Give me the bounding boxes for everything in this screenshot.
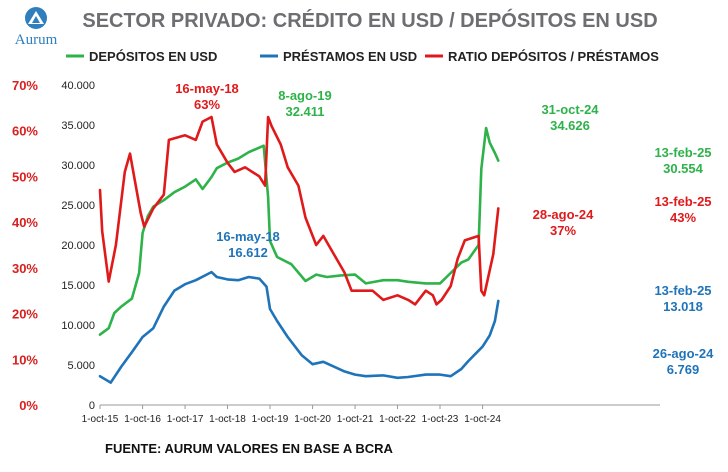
series-line-depositos: [98, 126, 500, 336]
annotation-date: 31-oct-24: [541, 102, 599, 117]
y-right-tick-label: 5.000: [67, 360, 95, 372]
x-tick-label: 1-oct-21: [337, 414, 374, 425]
x-tick-label: 1-oct-17: [167, 414, 204, 425]
annotation-date: 8-ago-19: [278, 88, 331, 103]
y-right-tick-label: 10.000: [61, 320, 95, 332]
x-tick-label: 1-oct-20: [294, 414, 331, 425]
annotation-value: 32.411: [285, 104, 324, 119]
series-layer: [98, 115, 500, 384]
x-tick-label: 1-oct-24: [464, 414, 501, 425]
source-note: FUENTE: AURUM VALORES EN BASE A BCRA: [105, 441, 394, 456]
y-left-tick-label: 0%: [19, 398, 38, 413]
annotation-value: 37%: [550, 223, 576, 238]
chart-title: SECTOR PRIVADO: CRÉDITO EN USD / DEPÓSIT…: [82, 8, 657, 32]
x-tick-label: 1-oct-19: [252, 414, 289, 425]
aurum-logo-mark: Aurum: [15, 7, 58, 48]
legend-depositos: DEPÓSITOS EN USD: [89, 49, 217, 64]
y-right-tick-label: 25.000: [61, 200, 95, 212]
legend: DEPÓSITOS EN USD PRÉSTAMOS EN USD RATIO …: [66, 49, 659, 64]
x-tick-label: 1-oct-22: [379, 414, 416, 425]
annotation-value: 13.018: [663, 299, 703, 314]
y-left-tick-label: 30%: [12, 261, 38, 276]
logo-wordmark: Aurum: [15, 32, 58, 48]
y-left-tick-label: 50%: [12, 169, 38, 184]
y-right-tick-label: 40.000: [61, 80, 95, 92]
y-left-tick-label: 10%: [12, 352, 38, 367]
annotation-date: 28-ago-24: [533, 207, 594, 222]
annotation-date: 13-feb-25: [654, 145, 711, 160]
annotation-date: 16-may-18: [216, 229, 280, 244]
annotation-value: 30.554: [663, 161, 704, 176]
y-right-tick-label: 30.000: [61, 160, 95, 172]
y-right-tick-label: 15.000: [61, 280, 95, 292]
x-tick-label: 1-oct-15: [82, 414, 119, 425]
annotation-value: 16.612: [228, 245, 268, 260]
series-line-ratio: [98, 115, 500, 306]
axes: 0% 10% 20% 30% 40% 50% 60% 70% 0 5.000 10.000 15.00…: [12, 78, 660, 425]
x-tick-label: 1-oct-16: [124, 414, 161, 425]
annotation-date: 26-ago-24: [653, 346, 714, 361]
legend-prestamos: PRÉSTAMOS EN USD: [283, 49, 417, 64]
y-left-tick-label: 20%: [12, 307, 38, 322]
x-tick-label: 1-oct-18: [209, 414, 246, 425]
x-tick-label: 1-oct-23: [422, 414, 459, 425]
annotation-value: 34.626: [550, 118, 590, 133]
y-right-tick-label: 20.000: [61, 240, 95, 252]
annotation-value: 43%: [670, 210, 696, 225]
aurum-logo: Aurum: [6, 4, 66, 48]
annotation-date: 13-feb-25: [654, 283, 711, 298]
y-left-tick-label: 60%: [12, 124, 38, 139]
y-left-tick-label: 40%: [12, 215, 38, 230]
y-left-tick-label: 70%: [12, 78, 38, 93]
annotation-date: 13-feb-25: [654, 194, 711, 209]
legend-ratio: RATIO DEPÓSITOS / PRÉSTAMOS: [448, 49, 659, 64]
annotation-date: 16-may-18: [175, 81, 239, 96]
series-line-prestamos: [98, 270, 500, 384]
y-right-tick-label: 0: [89, 400, 95, 412]
annotation-value: 63%: [194, 97, 220, 112]
annotation-value: 6.769: [667, 362, 700, 377]
y-right-tick-label: 35.000: [61, 120, 95, 132]
